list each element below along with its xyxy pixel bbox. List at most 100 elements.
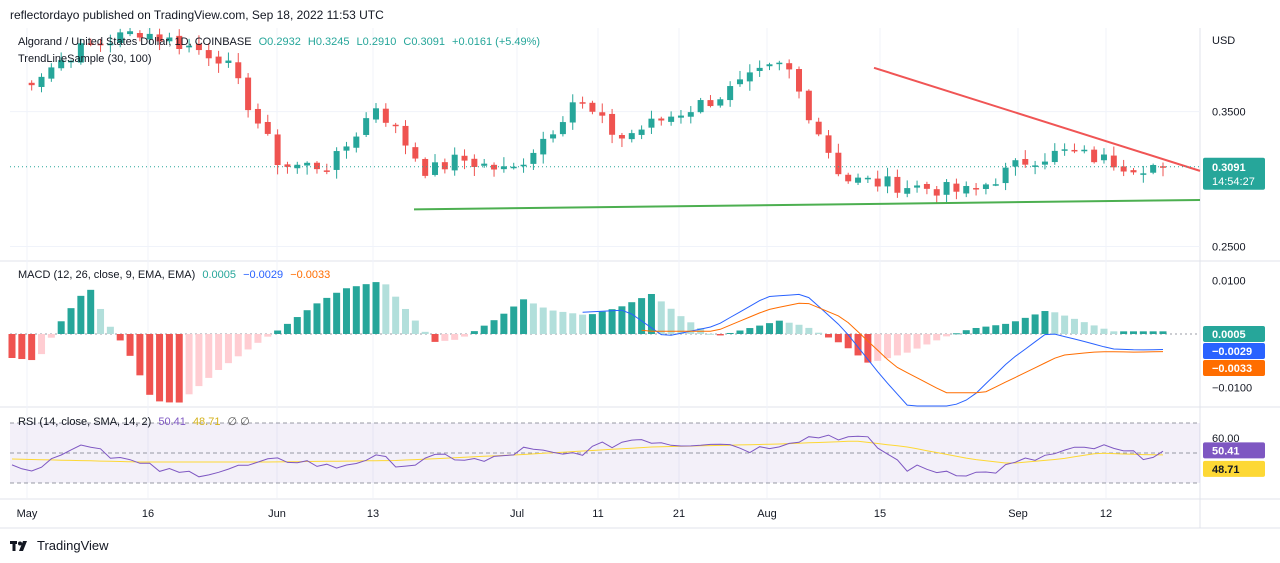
candle-body — [245, 77, 252, 111]
candle-body — [274, 134, 281, 166]
candle-body — [736, 79, 743, 85]
candle — [471, 154, 478, 177]
candle-body — [323, 170, 330, 172]
candle-body — [372, 108, 379, 120]
macd-signal-value: −0.0033 — [290, 269, 331, 281]
macd-histogram-bar — [569, 313, 577, 334]
candle-body — [776, 62, 783, 65]
candle-body — [727, 86, 734, 101]
macd-line — [582, 293, 1164, 407]
candle — [304, 161, 311, 175]
candle — [146, 28, 153, 45]
candle-body — [697, 100, 704, 113]
candle — [736, 70, 743, 87]
candle-body — [530, 152, 537, 164]
time-axis-label: Sep — [1008, 508, 1028, 520]
macd-histogram-bar — [195, 334, 203, 387]
candle — [422, 157, 429, 179]
candle — [796, 66, 803, 99]
macd-hist-badge — [1203, 326, 1265, 342]
macd-histogram-bar — [726, 332, 734, 334]
candle — [491, 162, 498, 177]
candle-body — [146, 33, 153, 40]
candle — [559, 116, 566, 137]
candle-body — [176, 35, 183, 50]
symbol-title[interactable]: Algorand / United States Dollar, 1D, COI… — [18, 36, 252, 48]
rsi-line — [11, 434, 1164, 478]
macd-histogram-bar — [175, 334, 183, 403]
last-price-text: 0.3091 — [1212, 162, 1246, 174]
close-value: C0.3091 — [403, 36, 445, 48]
signal-line — [641, 302, 1164, 394]
rsi-legend[interactable]: RSI (14, close, SMA, 14, 2) 50.41 48.71 … — [18, 415, 250, 428]
candle — [805, 89, 812, 124]
candle — [550, 130, 557, 143]
macd-histogram-bar — [1139, 331, 1147, 334]
candle-body — [156, 34, 163, 42]
macd-histogram-bar — [834, 334, 842, 343]
macd-histogram-bar — [1129, 331, 1137, 334]
candle-body — [432, 162, 439, 175]
tradingview-footer[interactable]: TradingView — [10, 538, 109, 553]
rsi-ma-value: 48.71 — [192, 416, 221, 428]
price-tick-label: 0.2500 — [1212, 242, 1246, 254]
candle-body — [1071, 149, 1078, 152]
support-trendline — [413, 198, 1201, 211]
macd-histogram-bar — [283, 323, 291, 334]
candle — [579, 96, 586, 109]
macd-histogram-bar — [451, 334, 459, 340]
candle-body — [992, 184, 999, 186]
candle — [1091, 146, 1098, 164]
candle-body — [343, 146, 350, 151]
price-tick-label: 0.3500 — [1212, 107, 1246, 119]
macd-histogram-bar — [97, 308, 105, 334]
rsi-pane — [10, 422, 1200, 484]
candle-body — [38, 76, 45, 87]
candle — [1160, 162, 1166, 177]
candle — [914, 180, 921, 193]
candle — [1041, 153, 1048, 170]
macd-histogram-bar — [805, 327, 813, 334]
macd-histogram-bar — [1002, 323, 1010, 334]
macd-histogram-bar — [1011, 321, 1019, 334]
candle-body — [933, 189, 940, 196]
macd-histogram-bar — [736, 330, 744, 334]
candle — [874, 170, 881, 192]
macd-histogram-bar — [903, 334, 911, 353]
candle-body — [441, 162, 448, 170]
candle-body — [333, 151, 340, 170]
macd-histogram-bar — [254, 334, 262, 343]
candle — [855, 173, 862, 186]
candle — [1081, 145, 1088, 154]
candle — [815, 117, 822, 137]
candle — [707, 95, 714, 108]
macd-histogram-bar — [146, 334, 154, 395]
candle-body — [589, 102, 596, 112]
candle-body — [451, 154, 458, 171]
macd-histogram-bar — [411, 320, 419, 334]
time-axis-label: 16 — [142, 508, 154, 520]
macd-tick-label: 0.0100 — [1212, 276, 1246, 288]
macd-legend[interactable]: MACD (12, 26, close, 9, EMA, EMA) 0.0005… — [18, 269, 330, 281]
indicator-legend[interactable]: TrendLineSample (30, 100) — [18, 53, 152, 65]
macd-histogram-bar — [1061, 315, 1069, 334]
rsi-title: RSI (14, close, SMA, 14, 2) — [18, 416, 152, 428]
candle — [274, 129, 281, 175]
candle — [923, 181, 930, 195]
candle-body — [914, 185, 921, 188]
candle — [481, 158, 488, 168]
candle-body — [264, 121, 271, 134]
macd-histogram-bar — [1080, 322, 1088, 334]
macd-histogram-bar — [972, 327, 980, 334]
macd-histogram-bar — [1031, 314, 1039, 334]
candle-body — [235, 62, 242, 79]
candle-body — [1140, 173, 1147, 175]
candle — [618, 132, 625, 148]
candle-body — [1120, 166, 1127, 172]
macd-histogram-bar — [215, 334, 223, 370]
candle — [510, 162, 517, 170]
candle — [500, 157, 507, 173]
macd-histogram-bar — [352, 286, 360, 334]
macd-hist-value: 0.0005 — [202, 269, 236, 281]
